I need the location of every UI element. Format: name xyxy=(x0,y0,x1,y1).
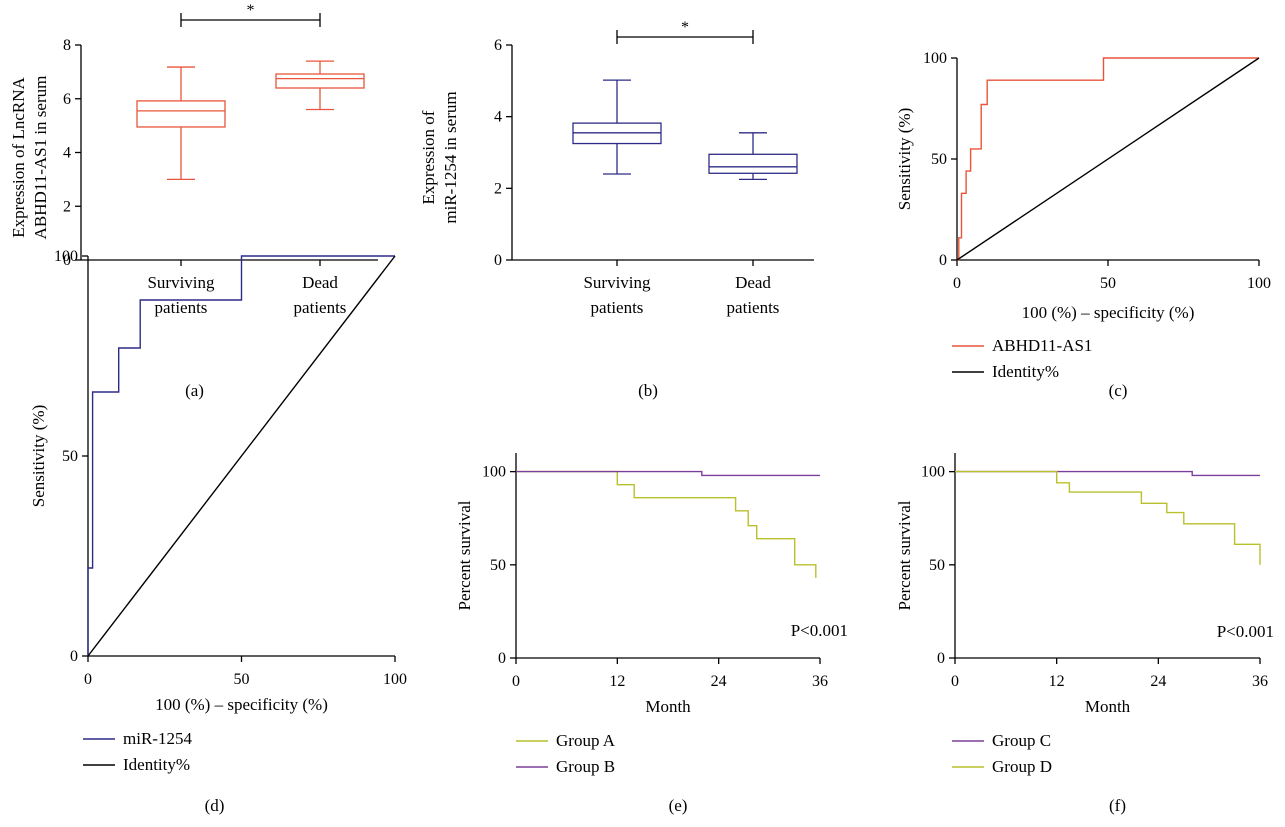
panel-b-panel-label: (b) xyxy=(638,381,658,400)
panel-f-x-label: Month xyxy=(1085,697,1131,716)
panel-d-panel-label: (d) xyxy=(205,796,225,815)
panel-c-panel-label: (c) xyxy=(1109,381,1128,400)
panel-b-y-label: miR-1254 in serum xyxy=(441,91,460,223)
panel-b-y-label: Expression of xyxy=(419,110,438,204)
panel-f-series-line xyxy=(955,470,1260,477)
panel-e-legend-label: Group A xyxy=(556,731,616,750)
panel-b-y-tick-label: 0 xyxy=(494,252,502,269)
panel-c-x-tick-label: 0 xyxy=(953,275,961,292)
panel-e-legend-label: Group B xyxy=(556,757,615,776)
panel-e-series-line xyxy=(516,470,820,477)
panel-e-p-value: P<0.001 xyxy=(791,621,848,640)
panel-a-y-label: ABHD11-AS1 in serum xyxy=(31,76,50,240)
panel-a-y-tick-label: 6 xyxy=(63,91,71,108)
panel-f-y-tick-label: 50 xyxy=(929,557,945,574)
panel-b-category-label: Dead xyxy=(735,273,771,292)
panel-d-x-label: 100 (%) – specificity (%) xyxy=(155,695,328,714)
panel-e-x-tick-label: 12 xyxy=(609,673,625,690)
panel-c-y-tick-label: 100 xyxy=(923,50,947,67)
panel-a-significance-star: * xyxy=(247,2,255,19)
panel-e-y-tick-label: 0 xyxy=(498,650,506,667)
panel-b-box xyxy=(708,153,798,174)
panel-a-y-tick-label: 0 xyxy=(63,252,71,269)
panel-f-legend-label: Group D xyxy=(992,757,1052,776)
panel-b-category-label: Surviving xyxy=(583,273,651,292)
panel-e-y-tick-label: 100 xyxy=(482,464,506,481)
panel-d-y-label: Sensitivity (%) xyxy=(29,405,48,507)
panel-a-box xyxy=(275,73,365,89)
panel-d-series-line xyxy=(87,255,396,657)
panel-a-panel-label: (a) xyxy=(185,381,204,400)
panel-c-x-tick-label: 50 xyxy=(1100,275,1116,292)
panel-b-y-tick-label: 2 xyxy=(494,180,502,197)
panel-a-category-label: Dead xyxy=(302,273,338,292)
panel-a-y-tick-label: 8 xyxy=(63,37,71,54)
panel-b-significance-star: * xyxy=(681,19,689,36)
panel-e-panel-label: (e) xyxy=(669,796,688,815)
panel-c-x-label: 100 (%) – specificity (%) xyxy=(1022,303,1195,322)
panel-f-p-value: P<0.001 xyxy=(1217,622,1274,641)
panel-a-y-tick-label: 2 xyxy=(63,198,71,215)
panel-a-y-label: Expression of LncRNA xyxy=(9,77,28,238)
panel-c-legend-label: Identity% xyxy=(992,362,1059,381)
panel-d-y-tick-label: 0 xyxy=(70,648,78,665)
panel-a-category-label: patients xyxy=(155,298,208,317)
panel-f-x-tick-label: 36 xyxy=(1252,673,1268,690)
panel-f-y-tick-label: 100 xyxy=(921,464,945,481)
panel-d-x-tick-label: 50 xyxy=(234,671,250,688)
panel-c-legend-label: ABHD11-AS1 xyxy=(992,336,1092,355)
panel-d-y-tick-label: 50 xyxy=(62,448,78,465)
panel-e-x-label: Month xyxy=(645,697,691,716)
panel-f-y-tick-label: 0 xyxy=(937,650,945,667)
panel-e-x-tick-label: 36 xyxy=(812,673,828,690)
panel-d-x-tick-label: 100 xyxy=(383,671,407,688)
panel-f-x-tick-label: 12 xyxy=(1049,673,1065,690)
panel-e-series-line xyxy=(516,470,817,578)
panel-d-y-tick-label: 100 xyxy=(54,248,78,265)
panel-c-y-tick-label: 0 xyxy=(939,252,947,269)
panel-b-category-label: patients xyxy=(727,298,780,317)
panel-b-y-tick-label: 4 xyxy=(494,109,502,126)
panel-d-x-tick-label: 0 xyxy=(84,671,92,688)
panel-f-panel-label: (f) xyxy=(1109,796,1126,815)
panel-a-category-label: patients xyxy=(294,298,347,317)
panel-d-series-line xyxy=(87,255,395,656)
panel-c-series-line xyxy=(956,57,1260,261)
panel-f-x-tick-label: 24 xyxy=(1150,673,1166,690)
panel-e-y-label: Percent survival xyxy=(455,500,474,610)
panel-a-category-label: Surviving xyxy=(147,273,215,292)
panel-f-legend-label: Group C xyxy=(992,731,1051,750)
panel-f-series-line xyxy=(955,470,1261,565)
panel-b-category-label: patients xyxy=(591,298,644,317)
panel-e-y-tick-label: 50 xyxy=(490,557,506,574)
panel-b-y-tick-label: 6 xyxy=(494,37,502,54)
panel-c-series-line xyxy=(957,57,1259,261)
panel-f-x-tick-label: 0 xyxy=(951,673,959,690)
panel-c-y-tick-label: 50 xyxy=(931,151,947,168)
panel-e-x-tick-label: 0 xyxy=(512,673,520,690)
panel-f-y-label: Percent survival xyxy=(895,500,914,610)
panel-d-legend-label: Identity% xyxy=(123,755,190,774)
panel-c-y-label: Sensitivity (%) xyxy=(895,108,914,210)
panel-a-box xyxy=(136,100,226,128)
panel-a-y-tick-label: 4 xyxy=(63,145,71,162)
panel-c-x-tick-label: 100 xyxy=(1247,275,1271,292)
panel-d-legend-label: miR-1254 xyxy=(123,729,192,748)
panel-e-x-tick-label: 24 xyxy=(711,673,727,690)
